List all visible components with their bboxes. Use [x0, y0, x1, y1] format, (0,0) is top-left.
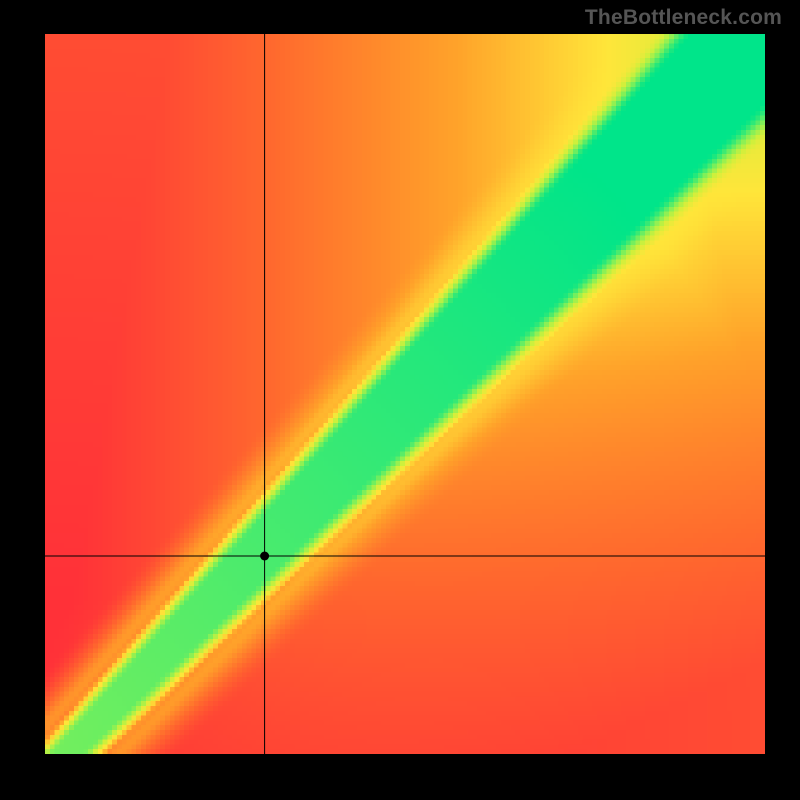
- watermark-label: TheBottleneck.com: [585, 6, 782, 30]
- heatmap-canvas: [45, 34, 765, 754]
- chart-container: TheBottleneck.com: [0, 0, 800, 800]
